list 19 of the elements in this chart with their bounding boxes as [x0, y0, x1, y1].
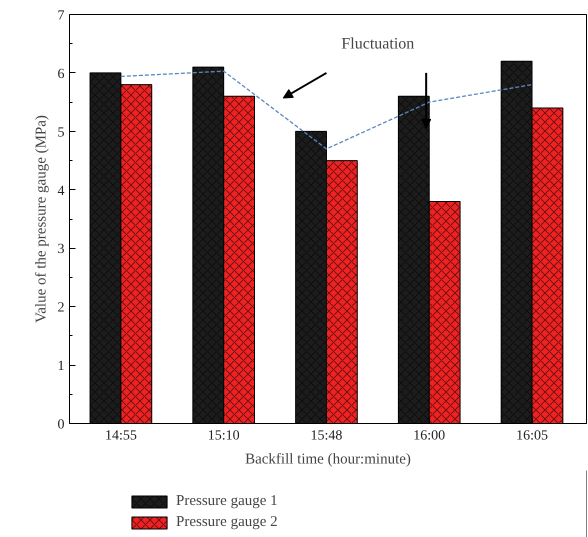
line-series [120, 70, 533, 150]
y-tick-label: 1 [58, 359, 64, 374]
legend-label: Pressure gauge 2 [176, 514, 278, 531]
x-tick-label: 16:05 [516, 428, 548, 444]
y-tick-label: 2 [58, 300, 64, 316]
x-tick-label: 16:00 [413, 428, 446, 444]
x-tick-label: 14:55 [104, 428, 137, 444]
annotation: Fluctuation [341, 35, 414, 52]
x-axis-title: Backfill time (hour:minute) [245, 452, 411, 468]
y-tick-label: 4 [58, 184, 64, 199]
y-tick-label: 6 [58, 66, 64, 82]
x-tick-label: 15:10 [208, 428, 240, 444]
x-tick-label: 15:48 [310, 428, 342, 444]
y-axis-title: Value of the pressure gauge (MPa) [34, 115, 50, 323]
legend-label: Pressure gauge 1 [176, 493, 278, 510]
y-tick-label: 7 [58, 8, 64, 24]
y-tick-label: 5 [58, 125, 64, 140]
y-tick-label: 3 [58, 242, 64, 258]
y-tick-label: 0 [58, 418, 64, 432]
